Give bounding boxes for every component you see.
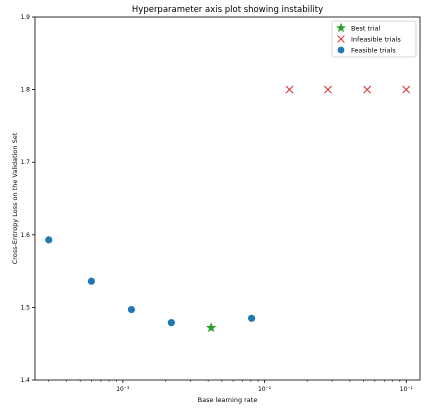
legend-label: Feasible trials	[351, 46, 396, 54]
legend-box	[331, 20, 417, 58]
y-tick-label: 1.5	[20, 304, 30, 311]
x-axis: 10⁻³ 10⁻² 10⁻¹	[48, 380, 414, 393]
infeasible-trial-point-stroke	[363, 85, 372, 94]
y-axis: 1.4 1.5 1.6 1.7 1.8 1.9	[20, 14, 35, 384]
feasible-trial-point	[87, 277, 95, 285]
y-tick-label: 1.9	[20, 14, 30, 21]
x-tick-label: 10⁻¹	[400, 386, 414, 393]
legend-label: Best trial	[351, 24, 380, 32]
x-tick-label: 10⁻²	[258, 386, 272, 393]
data-marks	[45, 85, 411, 333]
infeasible-trial-point-stroke	[323, 85, 332, 94]
legend-marker	[337, 46, 345, 54]
y-tick-label: 1.7	[20, 159, 30, 166]
legend-label: Infeasible trials	[351, 35, 401, 43]
legend-marker	[336, 22, 346, 33]
infeasible-trial-point-stroke	[285, 85, 294, 94]
y-tick-label: 1.4	[20, 377, 30, 384]
x-tick-label: 10⁻³	[116, 386, 130, 393]
legend-marker-stroke	[337, 35, 345, 43]
infeasible-trial-point	[402, 85, 411, 94]
feasible-trial-point	[247, 314, 256, 322]
infeasible-trial-point	[363, 85, 372, 94]
feasible-trial-point	[167, 319, 175, 327]
plot-frame	[34, 16, 421, 381]
best-trial-point	[205, 322, 217, 333]
y-tick-label: 1.8	[20, 87, 30, 94]
legend-marker	[337, 35, 345, 43]
legend: Best trial Infeasible trials Feasible tria…	[331, 20, 417, 58]
feasible-trial-point	[45, 236, 53, 244]
y-axis-label: Cross-Entropy Loss on the Validation Set	[11, 132, 19, 264]
infeasible-trial-point	[285, 85, 294, 94]
y-tick-label: 1.6	[20, 232, 30, 239]
x-axis-label: Base learning rate	[198, 396, 258, 404]
feasible-trial-point	[127, 305, 136, 314]
infeasible-trial-point-stroke	[402, 85, 411, 94]
chart-title: Hyperparameter axis plot showing instabi…	[132, 5, 323, 15]
plot-background	[35, 17, 420, 380]
infeasible-trial-point	[323, 85, 332, 94]
